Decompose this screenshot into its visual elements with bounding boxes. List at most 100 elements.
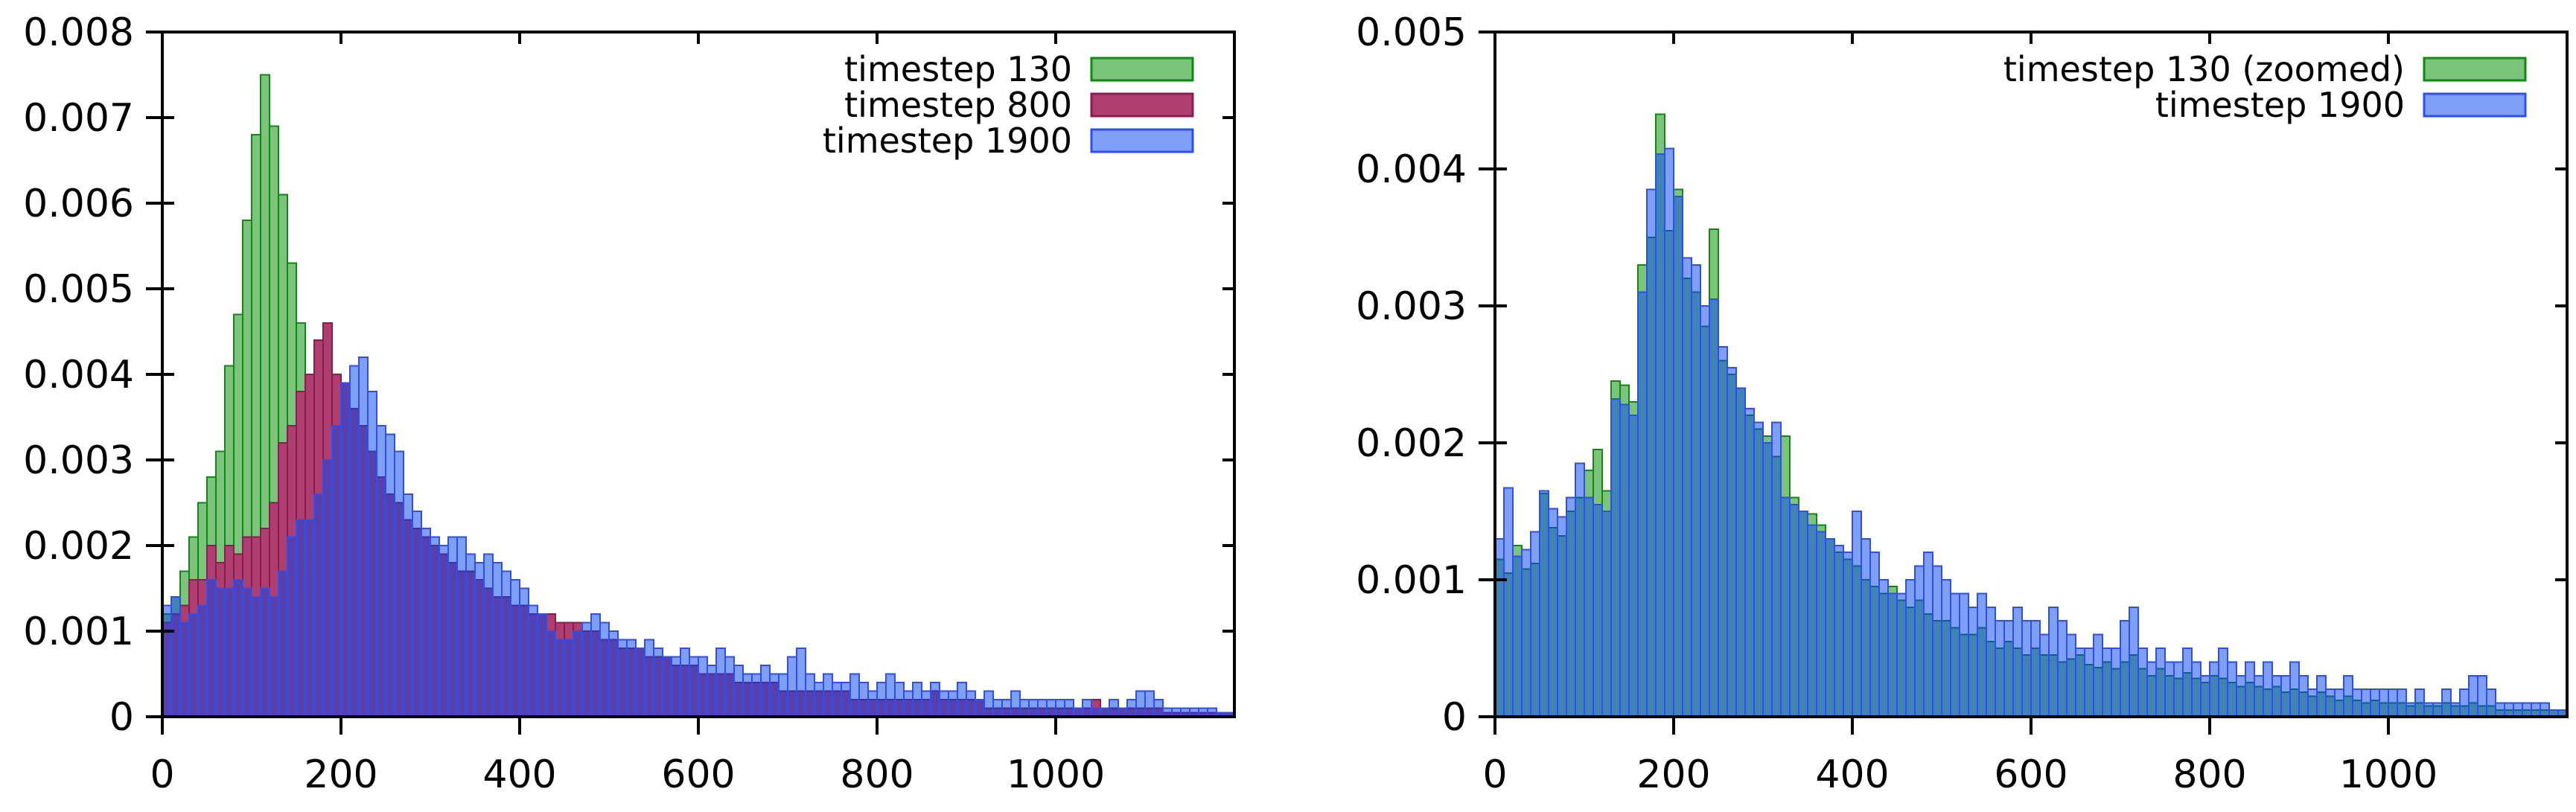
histogram-bar bbox=[2513, 702, 2523, 717]
histogram-bar bbox=[1682, 257, 1692, 718]
histogram-bar bbox=[1896, 592, 1907, 718]
histogram-bar bbox=[358, 357, 369, 717]
histogram-bar bbox=[2280, 674, 2291, 717]
histogram-bar bbox=[930, 682, 940, 717]
histogram-bar bbox=[1807, 524, 1817, 718]
histogram-bar bbox=[778, 673, 788, 717]
y-tick-label: 0.002 bbox=[23, 524, 134, 569]
y-tick-label: 0.007 bbox=[23, 96, 134, 141]
histogram-bar bbox=[2227, 661, 2237, 718]
histogram-bar bbox=[313, 493, 324, 717]
histogram-bar bbox=[876, 682, 887, 717]
histogram-bar bbox=[2057, 620, 2068, 718]
histogram-bar bbox=[1575, 462, 1585, 717]
histogram-bar bbox=[170, 596, 181, 717]
legend-entry-timestep-1900: timestep 1900 bbox=[823, 121, 1194, 161]
histogram-bar bbox=[510, 579, 520, 717]
legend-entry-timestep-130-zoomed-: timestep 130 (zoomed) bbox=[2003, 49, 2527, 89]
histogram-bar bbox=[2218, 648, 2228, 717]
histogram-bar bbox=[1834, 545, 1844, 717]
histogram-bar bbox=[287, 536, 297, 717]
x-tick-label: 600 bbox=[1994, 752, 2068, 797]
histogram-bar bbox=[2003, 620, 2014, 718]
y-tick-label: 0 bbox=[109, 695, 134, 740]
histogram-bar bbox=[2254, 674, 2264, 717]
histogram-bar bbox=[2504, 702, 2514, 717]
legend-swatch bbox=[1090, 92, 1194, 118]
histogram-bar bbox=[2129, 606, 2139, 717]
histogram-bar bbox=[1628, 415, 1639, 717]
histogram-bar bbox=[2048, 606, 2059, 717]
histogram-bar bbox=[483, 553, 494, 717]
histogram-bar bbox=[376, 425, 386, 717]
legend-label: timestep 1900 bbox=[823, 121, 1072, 161]
histogram-bar bbox=[2164, 661, 2175, 718]
histogram-bar bbox=[662, 656, 672, 717]
histogram-bar bbox=[1037, 699, 1048, 717]
histogram-bar bbox=[626, 639, 637, 717]
histogram-bar bbox=[2325, 688, 2336, 718]
histogram-bar bbox=[1584, 496, 1594, 717]
histogram-bar bbox=[349, 365, 360, 717]
histogram-bar bbox=[465, 553, 476, 717]
histogram-bar bbox=[2397, 688, 2407, 718]
x-tick-label: 200 bbox=[1636, 752, 1710, 797]
histogram-bar bbox=[617, 639, 628, 717]
histogram-bar bbox=[421, 528, 431, 717]
histogram-bar bbox=[2316, 674, 2327, 717]
x-tick-label: 0 bbox=[150, 752, 174, 797]
y-tick-label: 0.004 bbox=[23, 353, 134, 397]
histogram-bar bbox=[385, 433, 395, 717]
histogram-bar bbox=[233, 579, 243, 717]
histogram-bar bbox=[215, 587, 226, 717]
series-timestep-1900 bbox=[1494, 147, 2568, 718]
histogram-bar bbox=[1709, 298, 1719, 717]
histogram-bar bbox=[2334, 688, 2344, 718]
histogram-bar bbox=[707, 665, 717, 717]
histogram-bar bbox=[2388, 688, 2398, 718]
histogram-bar bbox=[340, 382, 351, 717]
histogram-bar bbox=[1700, 305, 1710, 717]
histogram-bar bbox=[1861, 537, 1871, 717]
histogram-bar bbox=[1735, 387, 1746, 718]
histogram-bar bbox=[1637, 291, 1648, 718]
legend-entry-timestep-1900: timestep 1900 bbox=[2155, 85, 2527, 125]
histogram-bar bbox=[1664, 147, 1674, 717]
histogram-bar bbox=[179, 621, 190, 717]
histogram-bar bbox=[2137, 648, 2148, 717]
histogram-bar bbox=[1968, 606, 1978, 717]
histogram-bar bbox=[2289, 661, 2300, 718]
histogram-bar bbox=[1718, 346, 1728, 717]
histogram-bar bbox=[680, 648, 690, 717]
histogram-bar bbox=[403, 493, 413, 717]
histogram-bar bbox=[921, 690, 931, 717]
histogram-bar bbox=[519, 587, 529, 717]
histogram-bar bbox=[1593, 503, 1603, 717]
histogram-bar bbox=[2298, 674, 2309, 717]
histogram-bar bbox=[528, 604, 538, 717]
histogram-bar bbox=[269, 596, 279, 717]
legend-label: timestep 800 bbox=[844, 85, 1072, 125]
histogram-bar bbox=[1843, 552, 1853, 718]
histogram-bar bbox=[1995, 620, 2005, 718]
histogram-bar bbox=[1055, 699, 1065, 717]
histogram-bar bbox=[2522, 702, 2532, 717]
histogram-bar bbox=[841, 682, 851, 717]
histogram-bar bbox=[260, 587, 270, 717]
y-tick-label: 0.006 bbox=[23, 182, 134, 226]
histogram-bar bbox=[492, 562, 503, 717]
histogram-bar bbox=[1941, 579, 1951, 717]
histogram-bar bbox=[573, 630, 583, 717]
histogram-bar bbox=[975, 699, 985, 717]
histogram-bar bbox=[2245, 661, 2255, 718]
histogram-bar bbox=[2111, 648, 2121, 717]
histogram-bar bbox=[2361, 688, 2371, 718]
histogram-bar bbox=[1762, 442, 1773, 717]
histogram-bar bbox=[2191, 661, 2202, 718]
histogram-bar bbox=[224, 587, 235, 717]
histogram-bar bbox=[1798, 511, 1808, 717]
histogram-bar bbox=[2352, 688, 2362, 718]
histogram-bar bbox=[1539, 490, 1549, 718]
histogram-bar bbox=[1082, 699, 1092, 717]
histogram-bar bbox=[2012, 606, 2023, 717]
